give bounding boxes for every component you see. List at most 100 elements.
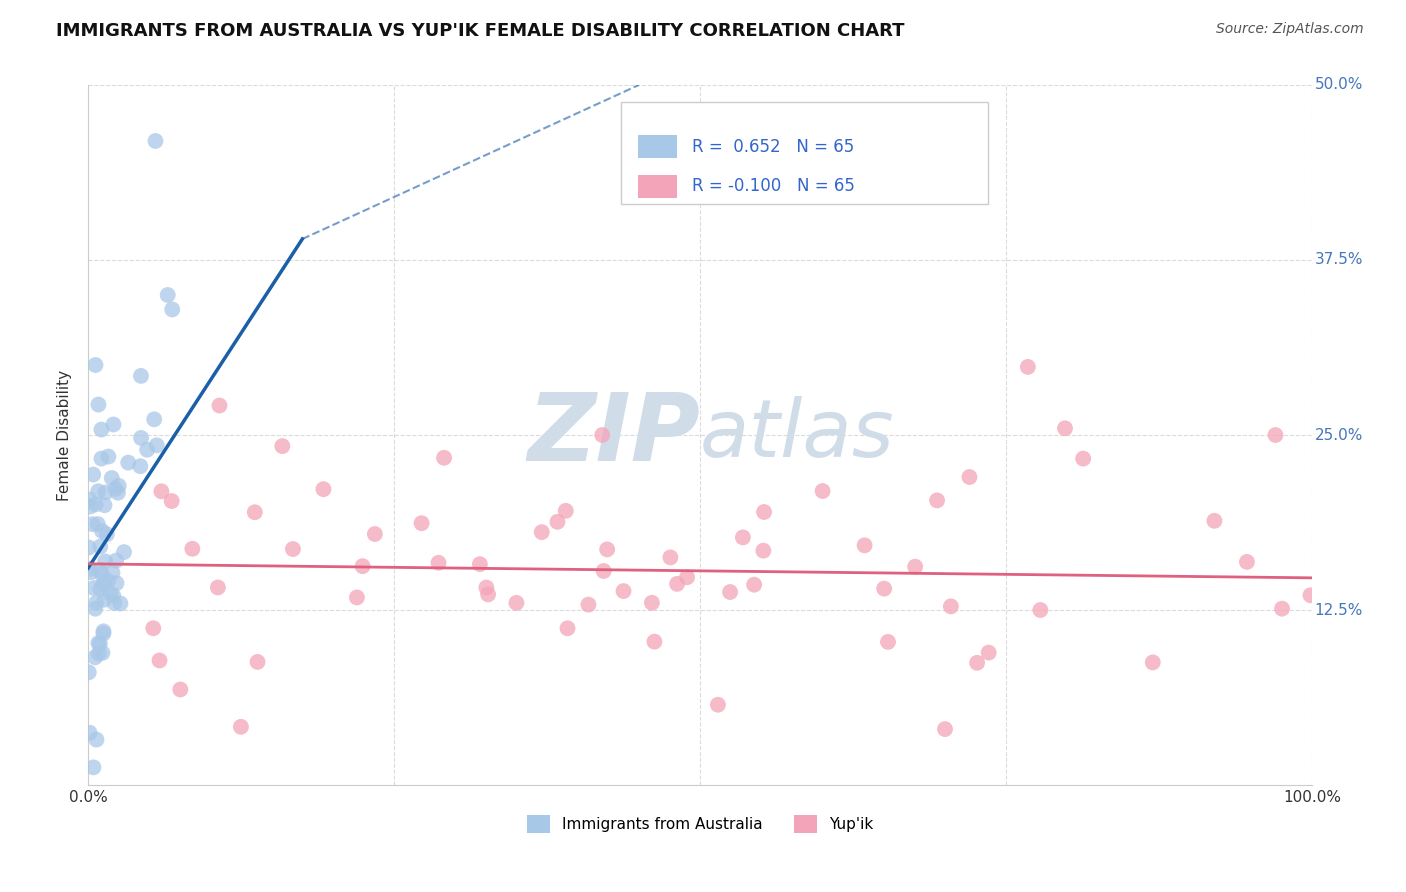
Point [160,494,183,508]
Text: 50.0%: 50.0% [1315,78,1362,93]
Point [97,450,120,464]
Point [82,517,104,532]
Point [87,636,110,650]
Point [243,505,266,519]
Point [169,682,191,697]
Point [592,564,614,578]
Point [77,541,100,555]
Text: 25.0%: 25.0% [1315,427,1362,442]
Point [97,574,120,588]
Point [939,599,962,614]
Point [143,412,166,426]
Point [853,538,876,552]
Point [89,540,111,554]
Point [934,722,956,736]
Point [1071,451,1094,466]
Point [1142,656,1164,670]
Bar [638,175,676,198]
Point [84,497,107,511]
Point [312,482,335,496]
Point [87,484,110,499]
Point [873,582,896,596]
Point [207,581,229,595]
Text: atlas: atlas [700,396,896,474]
Point [93,626,115,640]
Point [271,439,294,453]
Point [103,589,125,603]
Point [91,577,114,591]
Point [94,485,117,500]
Point [659,550,682,565]
Point [505,596,527,610]
Point [93,592,115,607]
Point [105,576,128,591]
Point [1299,588,1322,602]
Point [1017,359,1039,374]
Point [1264,428,1286,442]
Text: Source: ZipAtlas.com: Source: ZipAtlas.com [1216,22,1364,37]
Text: 37.5%: 37.5% [1315,252,1364,268]
Point [641,596,664,610]
Point [904,559,927,574]
Point [181,541,204,556]
Point [643,634,665,648]
Point [91,524,114,538]
Point [98,587,121,601]
Point [966,656,988,670]
Point [82,760,104,774]
Point [89,637,111,651]
Point [959,470,981,484]
Point [96,527,118,541]
Point [90,423,112,437]
Point [477,587,499,601]
Point [93,576,115,591]
Point [129,459,152,474]
Point [80,565,103,579]
Point [208,399,231,413]
Point [89,563,111,577]
Point [475,581,498,595]
Point [104,482,127,496]
Text: 12.5%: 12.5% [1315,603,1362,617]
Point [1271,601,1294,615]
Point [136,442,159,457]
Point [530,525,553,540]
Point [578,598,600,612]
Point [411,516,433,531]
Point [433,450,456,465]
Point [877,635,900,649]
Point [596,542,619,557]
Point [546,515,568,529]
Point [352,559,374,574]
Point [1204,514,1226,528]
Point [718,585,741,599]
Point [107,485,129,500]
Point [977,646,1000,660]
Point [84,358,107,372]
Point [87,398,110,412]
Point [666,577,689,591]
Point [752,543,775,558]
Point [103,596,125,610]
Point [468,557,491,571]
Legend: Immigrants from Australia, Yup'ik: Immigrants from Australia, Yup'ik [527,814,873,833]
Text: IMMIGRANTS FROM AUSTRALIA VS YUP'IK FEMALE DISABILITY CORRELATION CHART: IMMIGRANTS FROM AUSTRALIA VS YUP'IK FEMA… [56,22,904,40]
Point [676,570,699,584]
Point [87,647,110,661]
Point [142,621,165,635]
Point [129,368,152,383]
Point [89,582,111,596]
Bar [638,136,676,158]
Point [94,554,117,568]
Point [101,566,124,580]
Point [752,505,775,519]
Point [117,456,139,470]
Point [148,653,170,667]
Point [86,732,108,747]
Point [160,302,183,317]
Point [77,665,100,680]
Point [79,725,101,739]
Point [105,553,128,567]
Text: R =  0.652   N = 65: R = 0.652 N = 65 [692,137,853,155]
Point [79,562,101,576]
